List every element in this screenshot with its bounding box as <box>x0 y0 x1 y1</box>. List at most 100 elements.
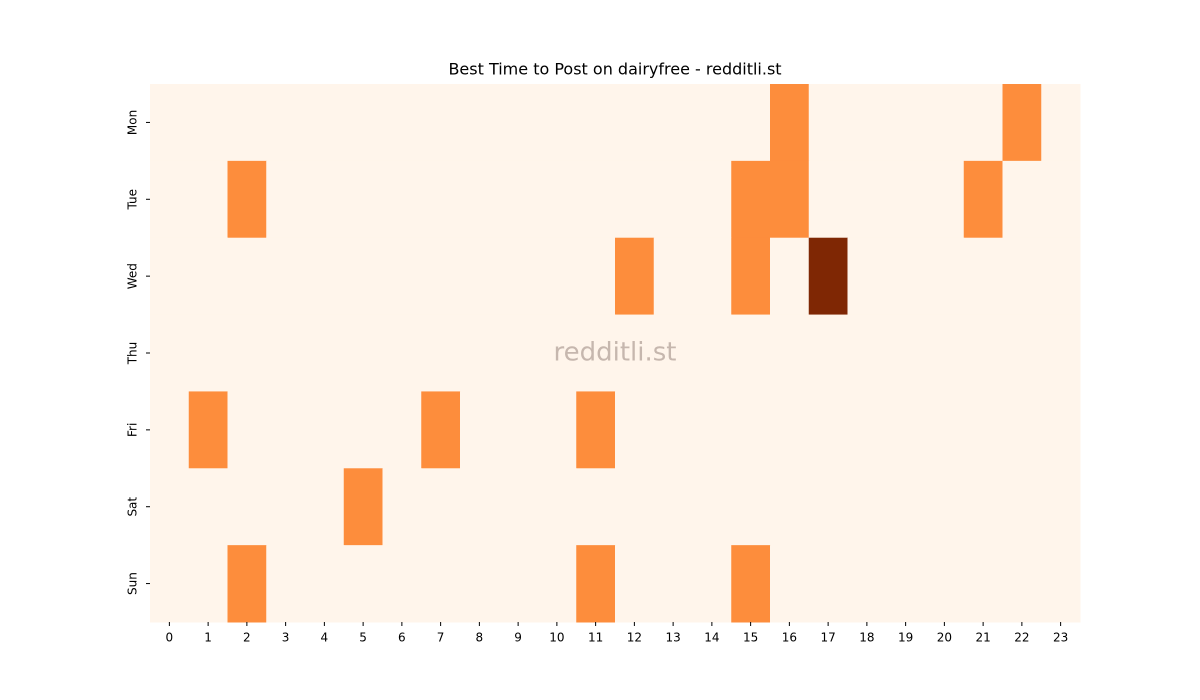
heatmap-cell <box>653 391 693 469</box>
heatmap-cell <box>847 545 887 623</box>
heatmap-cell <box>770 237 810 316</box>
heatmap-cell <box>653 237 693 316</box>
heatmap-cell <box>1002 545 1042 623</box>
heatmap-cell <box>808 391 848 469</box>
heatmap-cell <box>343 160 383 239</box>
heatmap-cell <box>731 391 771 469</box>
heatmap-cell <box>1002 84 1042 162</box>
heatmap-cell <box>615 468 655 546</box>
heatmap-cell <box>653 84 693 162</box>
heatmap-cell <box>1041 545 1081 623</box>
heatmap-cell <box>266 545 306 623</box>
heatmap-cell <box>227 237 267 316</box>
heatmap-cell <box>886 468 926 546</box>
heatmap-cell <box>963 84 1003 162</box>
x-tick-label: 4 <box>321 631 329 645</box>
heatmap-cell <box>963 391 1003 469</box>
heatmap-cell <box>343 391 383 469</box>
x-tick-label: 12 <box>627 631 642 645</box>
heatmap-cell <box>266 84 306 162</box>
x-tick-label: 5 <box>359 631 367 645</box>
heatmap-cell <box>188 237 228 316</box>
heatmap-cell <box>305 545 345 623</box>
heatmap-cell <box>847 237 887 316</box>
x-tick-label: 18 <box>859 631 874 645</box>
heatmap-cell <box>343 545 383 623</box>
heatmap-cell <box>576 237 616 316</box>
heatmap-cell <box>925 391 965 469</box>
heatmap-cell <box>653 545 693 623</box>
heatmap-cell <box>576 391 616 469</box>
heatmap-cell <box>808 237 848 316</box>
heatmap-cell <box>460 314 500 392</box>
heatmap-cell <box>227 84 267 162</box>
axes: 0 1 2 3 4 5 6 7 8 9 10 11 12 13 14 15 16 17 18 19 20 21 22 23Mo… <box>126 110 1069 645</box>
heatmap-cell <box>421 391 461 469</box>
heatmap-cell <box>731 545 771 623</box>
y-tick-label: Mon <box>126 110 140 135</box>
heatmap-cell <box>808 84 848 162</box>
heatmap-cell <box>266 468 306 546</box>
y-tick-label: Thu <box>126 342 140 366</box>
heatmap-cell <box>421 468 461 546</box>
y-tick-label: Fri <box>126 423 140 437</box>
heatmap-cell <box>925 545 965 623</box>
heatmap-cell <box>537 160 577 239</box>
heatmap-cell <box>1002 237 1042 316</box>
heatmap-cell <box>305 391 345 469</box>
x-tick-label: 3 <box>282 631 290 645</box>
heatmap-cell <box>382 237 422 316</box>
heatmap-cell <box>731 314 771 392</box>
heatmap-cells <box>150 84 1081 623</box>
heatmap-cell <box>343 84 383 162</box>
heatmap-cell <box>305 237 345 316</box>
heatmap-cell <box>537 468 577 546</box>
heatmap-cell <box>227 314 267 392</box>
heatmap-cell <box>847 391 887 469</box>
heatmap-cell <box>653 468 693 546</box>
heatmap-cell <box>343 468 383 546</box>
x-tick-label: 2 <box>243 631 251 645</box>
heatmap-cell <box>305 468 345 546</box>
heatmap-cell <box>150 391 190 469</box>
heatmap-cell <box>188 391 228 469</box>
heatmap-cell <box>925 314 965 392</box>
heatmap-cell <box>498 84 538 162</box>
heatmap-cell <box>1041 160 1081 239</box>
heatmap-cell <box>925 468 965 546</box>
heatmap-cell <box>1002 314 1042 392</box>
heatmap-cell <box>886 84 926 162</box>
heatmap-cell <box>305 84 345 162</box>
heatmap-cell <box>188 545 228 623</box>
heatmap-cell <box>498 314 538 392</box>
heatmap-cell <box>692 160 732 239</box>
heatmap-cell <box>770 391 810 469</box>
y-tick-label: Tue <box>126 189 140 211</box>
heatmap-cell <box>886 391 926 469</box>
heatmap-cell <box>925 237 965 316</box>
heatmap-cell <box>498 468 538 546</box>
heatmap-cell <box>615 237 655 316</box>
heatmap-cell <box>615 545 655 623</box>
heatmap-cell <box>537 314 577 392</box>
heatmap-cell <box>382 545 422 623</box>
heatmap-cell <box>576 314 616 392</box>
heatmap-cell <box>731 84 771 162</box>
heatmap-cell <box>227 468 267 546</box>
heatmap-cell <box>731 468 771 546</box>
heatmap-cell <box>150 545 190 623</box>
heatmap-cell <box>460 468 500 546</box>
heatmap-cell <box>266 237 306 316</box>
x-tick-label: 16 <box>782 631 797 645</box>
heatmap-cell <box>537 545 577 623</box>
heatmap-cell <box>382 391 422 469</box>
heatmap-cell <box>460 160 500 239</box>
heatmap-cell <box>305 314 345 392</box>
heatmap-cell <box>1041 468 1081 546</box>
heatmap-cell <box>150 237 190 316</box>
x-tick-label: 0 <box>166 631 174 645</box>
x-tick-label: 1 <box>204 631 212 645</box>
heatmap-cell <box>498 237 538 316</box>
heatmap-cell <box>1002 160 1042 239</box>
